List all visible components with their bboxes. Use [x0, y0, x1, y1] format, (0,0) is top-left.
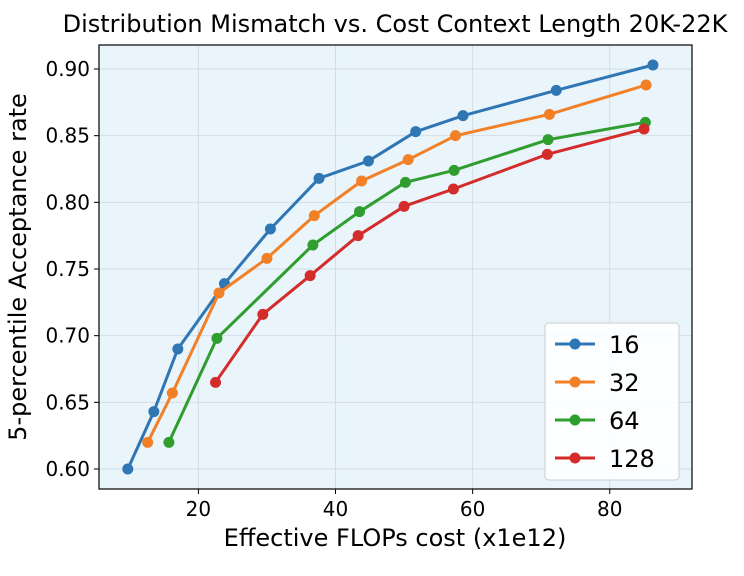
series-64-point [163, 436, 175, 448]
series-128-line [214, 127, 646, 384]
series-128-point [304, 270, 316, 282]
series-16-point [410, 126, 422, 138]
series-16-point [457, 110, 469, 122]
y-axis-ticks: 0.60 0.65 0.70 0.75 0.80 0.85 0.90 [45, 57, 99, 481]
series-16-point [264, 223, 276, 235]
x-tick-label: 20 [186, 497, 211, 521]
legend-label: 16 [609, 331, 640, 359]
y-tick-label: 0.85 [45, 124, 90, 148]
series-32-point [402, 154, 414, 166]
x-tick-label: 40 [323, 497, 348, 521]
x-axis-label: Effective FLOPs cost (x1e12) [224, 524, 567, 552]
legend-marker [569, 414, 581, 426]
y-tick-label: 0.75 [45, 257, 90, 281]
series-128-point [257, 308, 269, 320]
series-32-line [146, 83, 648, 444]
x-tick-label: 80 [597, 497, 622, 521]
series-64-line [167, 120, 647, 444]
series-64-point [399, 176, 411, 188]
series-64-point [211, 332, 223, 344]
series-128-point [398, 200, 410, 212]
legend-label: 64 [609, 407, 640, 435]
series-16-point [362, 155, 374, 167]
series-32-point [213, 287, 225, 299]
legend-marker [569, 338, 581, 350]
series-layer [122, 59, 659, 475]
series-32-point [308, 210, 320, 222]
series-64-point [307, 239, 319, 251]
series-16-point [550, 84, 562, 96]
series-64-point [448, 164, 460, 176]
series-128-point [352, 230, 364, 242]
series-32-point [166, 387, 178, 399]
y-axis-label: 5-percentile Acceptance rate [4, 93, 32, 441]
chart-title: Distribution Mismatch vs. Cost Context L… [63, 10, 729, 38]
series-16-point [122, 463, 134, 475]
legend-marker [569, 452, 581, 464]
series-16-point [172, 343, 184, 355]
series-128-point [541, 148, 553, 160]
plot-frame [98, 44, 693, 490]
legend: 16 32 64 128 [544, 322, 680, 481]
series-128-point [447, 183, 459, 195]
series-16-point [148, 406, 160, 418]
grid [99, 45, 692, 489]
series-32 [142, 79, 652, 448]
legend-box [544, 322, 680, 481]
series-32-point [449, 130, 461, 142]
y-tick-label: 0.70 [45, 324, 90, 348]
series-32-point [543, 108, 555, 120]
series-16-point [313, 172, 325, 184]
series-16-point [647, 59, 659, 71]
series-128 [210, 123, 650, 388]
series-64 [163, 116, 651, 448]
series-128-point [638, 123, 650, 135]
series-32-point [261, 252, 273, 264]
series-32-point [142, 436, 154, 448]
series-32-point [356, 175, 368, 187]
legend-marker [569, 376, 581, 388]
y-tick-label: 0.90 [45, 57, 90, 81]
x-axis-ticks: 20 40 60 80 [186, 489, 622, 521]
x-tick-label: 60 [460, 497, 485, 521]
y-tick-label: 0.80 [45, 190, 90, 214]
y-tick-label: 0.65 [45, 390, 90, 414]
series-64-point [542, 134, 554, 146]
series-16 [122, 59, 659, 475]
legend-label: 128 [609, 445, 655, 473]
series-128-point [210, 376, 222, 388]
series-64-point [354, 206, 366, 218]
y-tick-label: 0.60 [45, 457, 90, 481]
legend-label: 32 [609, 369, 640, 397]
series-32-point [640, 79, 652, 91]
